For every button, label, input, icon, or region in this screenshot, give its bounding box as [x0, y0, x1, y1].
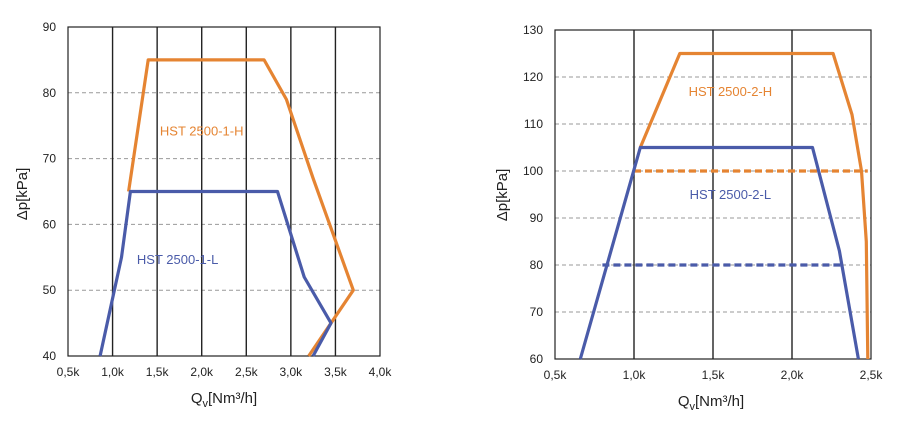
y-tick-label-right-5: 110	[524, 117, 543, 131]
x-tick-label-left-4: 2,5k	[235, 365, 259, 379]
y-axis-label-left: Δp[kPa]	[14, 168, 31, 221]
ticks-right: 0,5k 1,0k 1,5k 2,0k 2,5k 60 70 80 90 100 110 120 130	[523, 23, 883, 382]
y-axis-label-right: Δp[kPa]	[494, 169, 511, 222]
y-tick-label-right-4: 100	[523, 164, 543, 178]
x-tick-label-right-2: 1,5k	[702, 368, 726, 382]
x-tick-label-right-1: 1,0k	[623, 368, 647, 382]
series-line-left-1	[98, 189, 333, 357]
y-tick-label-right-2: 80	[530, 258, 544, 272]
y-tick-label-right-7: 130	[523, 23, 543, 37]
y-tick-label-right-1: 70	[530, 305, 544, 319]
plot-frame-left	[67, 26, 381, 357]
series-left: HST 2500-1-H HST 2500-1-L	[98, 58, 355, 357]
x-tick-label-right-4: 2,5k	[860, 368, 884, 382]
y-tick-label-left-3: 70	[43, 152, 57, 166]
series-label-left-1: HST 2500-1-L	[137, 252, 218, 267]
y-tick-label-right-0: 60	[530, 352, 544, 366]
series-label-left-0: HST 2500-1-H	[160, 124, 244, 139]
x-tick-label-left-0: 0,5k	[57, 365, 81, 379]
chart-right: HST 2500-2-H HST 2500-2-L 0,5k 1,0k 1,5k 2,0…	[494, 23, 883, 413]
y-tick-label-left-0: 40	[43, 349, 57, 363]
y-tick-label-right-3: 90	[530, 211, 544, 225]
y-tick-label-left-5: 90	[43, 20, 57, 34]
x-tick-label-right-0: 0,5k	[544, 368, 568, 382]
series-label-right-1: HST 2500-2-L	[690, 187, 771, 202]
x-tick-label-left-7: 4,0k	[369, 365, 393, 379]
y-tick-label-right-6: 120	[523, 70, 543, 84]
y-tick-label-left-4: 80	[43, 86, 57, 100]
series-line-left-0	[127, 58, 355, 357]
x-tick-label-left-6: 3,5k	[324, 365, 348, 379]
x-tick-label-right-3: 2,0k	[781, 368, 805, 382]
series-line-right-2	[578, 145, 860, 360]
x-tick-label-left-2: 1,5k	[146, 365, 170, 379]
plot-frame-right	[554, 29, 872, 360]
series-label-right-0: HST 2500-2-H	[689, 84, 773, 99]
x-tick-label-left-5: 3,0k	[280, 365, 304, 379]
y-tick-label-left-1: 50	[43, 283, 57, 297]
series-line-right-0	[638, 51, 870, 360]
y-tick-label-left-2: 60	[43, 217, 57, 231]
x-tick-label-left-3: 2,0k	[190, 365, 214, 379]
x-tick-label-left-1: 1,0k	[101, 365, 125, 379]
x-axis-label-right: Qv[Nm³/h]	[678, 393, 744, 413]
series-right: HST 2500-2-H HST 2500-2-L	[578, 51, 870, 360]
x-axis-label-left: Qv[Nm³/h]	[191, 390, 257, 410]
ticks-left: 0,5k 1,0k 1,5k 2,0k 2,5k 3,0k 3,5k 4,0k 40 50 60 70…	[43, 20, 393, 379]
chart-left: HST 2500-1-H HST 2500-1-L 0,5k 1,0k 1,5k 2,0…	[14, 20, 392, 410]
